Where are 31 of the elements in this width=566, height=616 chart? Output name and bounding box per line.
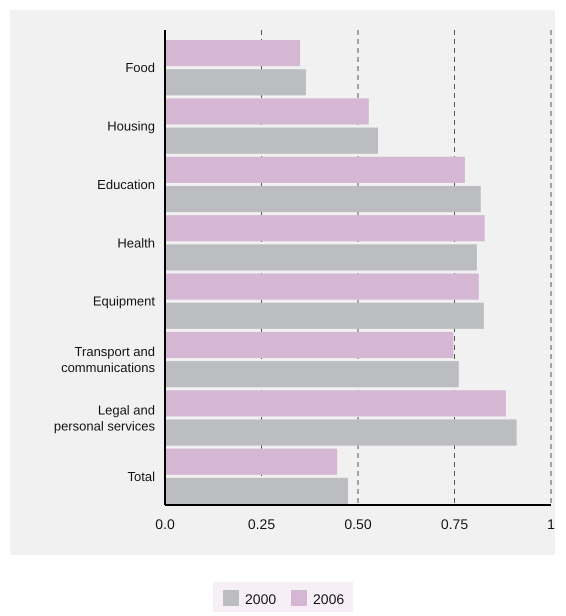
legend-label: 2000 xyxy=(245,591,276,607)
y-tick-label: Food xyxy=(125,60,155,76)
bar xyxy=(165,69,306,96)
bar xyxy=(165,361,459,388)
bar xyxy=(165,390,506,416)
y-tick-label: Health xyxy=(117,235,155,250)
y-tick-label: Housing xyxy=(107,118,155,134)
x-tick-label: 1 xyxy=(547,516,556,532)
bar xyxy=(165,448,338,475)
y-tick-label: Education xyxy=(97,176,155,192)
x-tick-label: 0.0 xyxy=(155,516,175,532)
bar xyxy=(165,40,300,66)
bar xyxy=(165,244,477,270)
bar xyxy=(165,332,454,358)
bar xyxy=(165,156,465,183)
legend-label: 2006 xyxy=(313,591,344,607)
bar xyxy=(165,128,378,154)
x-tick-label: 0.25 xyxy=(248,516,276,532)
bar xyxy=(165,274,479,300)
bar xyxy=(165,98,369,125)
y-tick-label: Equipment xyxy=(92,294,156,309)
bar xyxy=(165,215,485,242)
x-tick-label: 0.50 xyxy=(344,516,372,532)
x-tick-label: 0.75 xyxy=(440,516,468,532)
bar xyxy=(165,302,484,329)
bar xyxy=(165,478,348,504)
bar xyxy=(165,186,481,212)
y-tick-label: Transport and communications xyxy=(61,344,156,376)
y-tick-label: Legal and personal services xyxy=(54,402,156,434)
bar xyxy=(165,419,517,446)
y-tick-label: Total xyxy=(128,468,156,484)
